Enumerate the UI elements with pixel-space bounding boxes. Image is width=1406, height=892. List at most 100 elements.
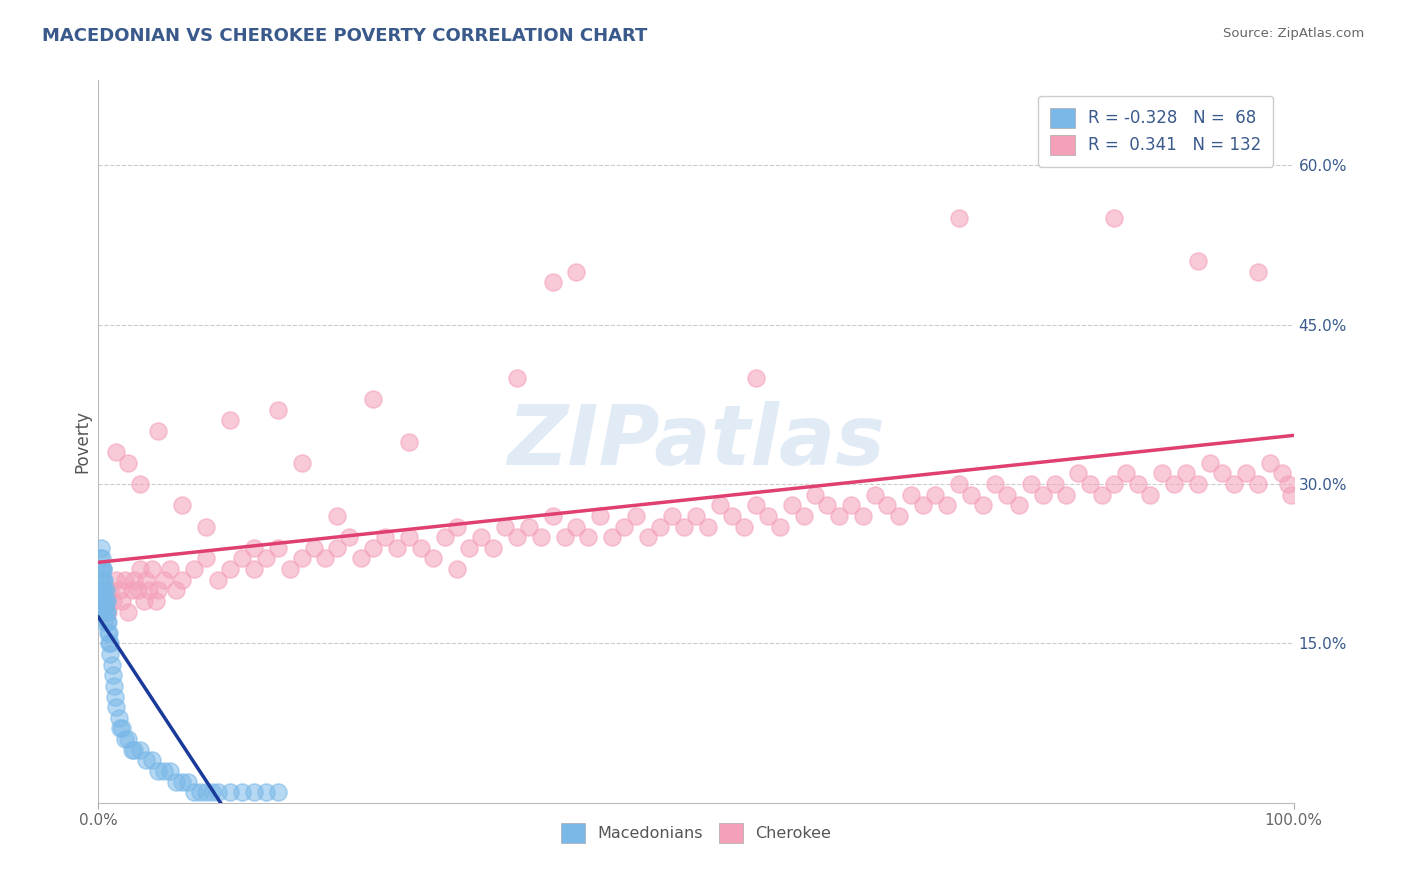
Point	[506, 530, 529, 544]
Point	[554, 530, 576, 544]
Point	[434, 530, 457, 544]
Point	[363, 392, 385, 406]
Point	[219, 562, 242, 576]
Point	[105, 445, 128, 459]
Point	[1199, 456, 1222, 470]
Point	[481, 541, 505, 555]
Point	[91, 594, 114, 608]
Point	[132, 594, 155, 608]
Point	[91, 562, 114, 576]
Point	[105, 700, 128, 714]
Point	[91, 551, 114, 566]
Point	[530, 530, 553, 544]
Point	[613, 519, 636, 533]
Point	[924, 488, 946, 502]
Point	[565, 264, 588, 278]
Point	[107, 711, 129, 725]
Point	[89, 562, 111, 576]
Point	[1091, 488, 1114, 502]
Point	[1277, 477, 1299, 491]
Point	[398, 434, 420, 449]
Point	[195, 551, 218, 566]
Point	[141, 753, 163, 767]
Point	[541, 275, 564, 289]
Point	[141, 562, 163, 576]
Point	[100, 657, 122, 672]
Point	[127, 583, 149, 598]
Point	[117, 456, 139, 470]
Point	[111, 594, 134, 608]
Point	[243, 562, 266, 576]
Point	[267, 541, 290, 555]
Point	[948, 477, 970, 491]
Point	[865, 488, 887, 502]
Point	[91, 583, 114, 598]
Point	[159, 764, 181, 778]
Point	[1115, 467, 1137, 481]
Point	[195, 785, 218, 799]
Point	[231, 785, 253, 799]
Point	[96, 605, 118, 619]
Point	[165, 774, 187, 789]
Point	[446, 519, 468, 533]
Point	[745, 371, 768, 385]
Point	[90, 605, 112, 619]
Point	[111, 722, 134, 736]
Point	[339, 530, 361, 544]
Point	[93, 615, 115, 630]
Point	[135, 573, 157, 587]
Point	[90, 573, 112, 587]
Point	[446, 562, 468, 576]
Point	[138, 583, 160, 598]
Point	[565, 519, 588, 533]
Point	[101, 668, 124, 682]
Point	[267, 402, 290, 417]
Point	[815, 498, 838, 512]
Point	[1019, 477, 1042, 491]
Point	[98, 636, 121, 650]
Point	[207, 573, 229, 587]
Point	[841, 498, 863, 512]
Point	[756, 508, 779, 523]
Point	[1067, 467, 1090, 481]
Point	[90, 541, 112, 555]
Point	[374, 530, 396, 544]
Y-axis label: Poverty: Poverty	[73, 410, 91, 473]
Point	[780, 498, 803, 512]
Point	[108, 583, 131, 598]
Point	[243, 785, 266, 799]
Point	[721, 508, 744, 523]
Point	[302, 541, 325, 555]
Point	[243, 541, 266, 555]
Point	[98, 636, 122, 650]
Text: Source: ZipAtlas.com: Source: ZipAtlas.com	[1223, 27, 1364, 40]
Point	[201, 785, 224, 799]
Point	[153, 764, 176, 778]
Point	[637, 530, 659, 544]
Point	[117, 605, 139, 619]
Point	[121, 583, 143, 598]
Point	[1223, 477, 1246, 491]
Point	[93, 605, 115, 619]
Point	[494, 519, 516, 533]
Point	[315, 551, 337, 566]
Point	[94, 594, 117, 608]
Point	[89, 605, 111, 619]
Point	[889, 508, 911, 523]
Point	[1175, 467, 1198, 481]
Point	[93, 594, 115, 608]
Point	[1163, 477, 1185, 491]
Point	[1043, 477, 1066, 491]
Point	[129, 477, 152, 491]
Point	[105, 573, 128, 587]
Point	[91, 573, 114, 587]
Point	[165, 583, 187, 598]
Point	[745, 498, 768, 512]
Point	[911, 498, 934, 512]
Point	[117, 732, 139, 747]
Point	[195, 519, 218, 533]
Point	[363, 541, 385, 555]
Point	[458, 541, 481, 555]
Point	[148, 583, 170, 598]
Point	[291, 551, 314, 566]
